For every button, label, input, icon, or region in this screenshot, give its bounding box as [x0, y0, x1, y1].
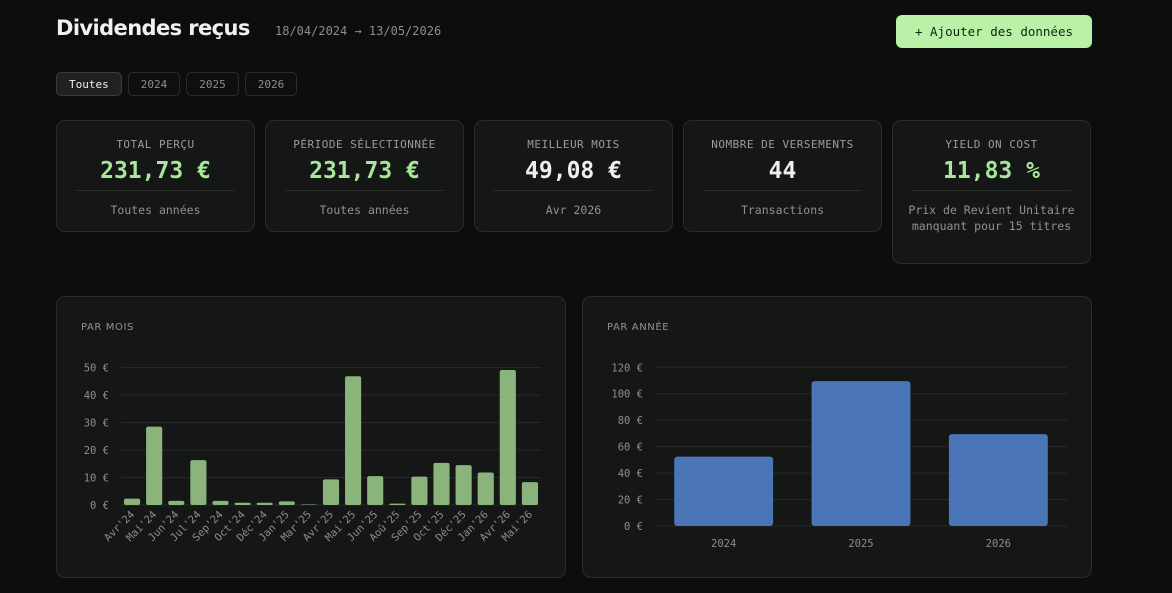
- bar: [123, 498, 141, 505]
- stat-value: 49,08 €: [525, 158, 622, 184]
- chart-title: PAR MOIS: [81, 322, 134, 333]
- date-range: 18/04/2024 → 13/05/2026: [275, 24, 442, 38]
- divider: [494, 190, 653, 191]
- bar: [948, 434, 1048, 526]
- page-title: Dividendes reçus: [56, 16, 250, 40]
- chart-title: PAR ANNÉE: [607, 322, 670, 333]
- bar: [389, 503, 406, 505]
- divider: [76, 190, 235, 191]
- monthly-chart-panel: PAR MOIS 0 €10 €20 €30 €40 €50 € Avr'24 Ma…: [56, 296, 566, 578]
- y-tick-label: 40 €: [618, 468, 643, 480]
- bar: [477, 472, 494, 505]
- page-header: Dividendes reçus 18/04/2024 → 13/05/2026…: [56, 14, 1092, 50]
- stat-sub: Transactions: [740, 203, 825, 217]
- bar: [345, 376, 362, 505]
- year-filter-tabs: Toutes 2024 2025 2026: [56, 72, 298, 96]
- divider: [912, 190, 1071, 191]
- bar: [521, 482, 539, 505]
- stat-label: NOMBRE DE VERSEMENTS: [711, 138, 854, 151]
- y-tick-label: 120 €: [611, 362, 643, 374]
- divider: [703, 190, 862, 191]
- stat-sub: Toutes années: [110, 203, 201, 217]
- bar: [212, 500, 229, 505]
- y-tick-label: 20 €: [84, 445, 109, 457]
- yearly-chart-panel: PAR ANNÉE 0 € 20 € 40 € 60 € 80 € 100 € 120 € 2…: [582, 296, 1092, 578]
- bar: [455, 465, 472, 505]
- y-tick-label: 50 €: [84, 363, 109, 375]
- stat-value: 231,73 €: [309, 158, 420, 184]
- bar: [499, 370, 516, 505]
- y-tick-label: 0 €: [624, 521, 643, 533]
- stat-sub: Toutes années: [319, 203, 410, 217]
- filter-2026[interactable]: 2026: [244, 72, 298, 96]
- bar: [278, 501, 295, 505]
- add-data-button[interactable]: + Ajouter des données: [896, 15, 1092, 48]
- y-tick-label: 80 €: [618, 415, 643, 427]
- bar: [433, 462, 450, 505]
- x-tick-label: 2025: [848, 538, 873, 550]
- x-tick-label: 2024: [711, 538, 736, 550]
- y-tick-label: 0 €: [90, 500, 109, 512]
- y-tick-label: 40 €: [84, 390, 109, 402]
- bar: [146, 426, 163, 505]
- bar: [190, 460, 207, 505]
- bar: [674, 456, 774, 526]
- y-tick-label: 100 €: [611, 389, 643, 401]
- stat-card-payments: NOMBRE DE VERSEMENTS 44 Transactions: [683, 120, 882, 232]
- bar: [300, 504, 317, 506]
- bar: [367, 476, 384, 505]
- bar: [168, 500, 185, 505]
- y-tick-label: 20 €: [618, 495, 643, 507]
- stat-label: YIELD ON COST: [945, 138, 1038, 151]
- bar: [411, 476, 428, 505]
- stat-card-period: PÉRIODE SÉLECTIONNÉE 231,73 € Toutes ann…: [265, 120, 464, 232]
- stat-sub: Prix de Revient Unitaire manquant pour 1…: [908, 203, 1075, 233]
- bar: [234, 502, 251, 505]
- bar: [322, 479, 340, 505]
- bar: [256, 502, 273, 505]
- bar: [811, 381, 911, 526]
- divider: [285, 190, 444, 191]
- stat-sub: Avr 2026: [545, 203, 602, 217]
- stat-card-best-month: MEILLEUR MOIS 49,08 € Avr 2026: [474, 120, 673, 232]
- filter-2024[interactable]: 2024: [127, 72, 181, 96]
- stat-card-yield: YIELD ON COST 11,83 % Prix de Revient Un…: [892, 120, 1091, 264]
- x-tick-label: 2026: [986, 538, 1011, 550]
- stat-label: MEILLEUR MOIS: [527, 138, 620, 151]
- y-tick-label: 60 €: [618, 442, 643, 454]
- yearly-chart: 0 € 20 € 40 € 60 € 80 € 100 € 120 € 2024 2025 202…: [611, 362, 1067, 550]
- stat-label: PÉRIODE SÉLECTIONNÉE: [293, 138, 436, 151]
- stat-value: 11,83 %: [943, 158, 1040, 184]
- stat-value: 44: [768, 158, 797, 184]
- y-tick-label: 30 €: [84, 418, 109, 430]
- filter-2025[interactable]: 2025: [186, 72, 239, 96]
- monthly-chart: 0 €10 €20 €30 €40 €50 €Avr'24Mai'24Jun'2…: [84, 363, 541, 544]
- stat-value: 231,73 €: [100, 158, 211, 184]
- filter-all[interactable]: Toutes: [56, 72, 122, 96]
- stat-card-total: TOTAL PERÇU 231,73 € Toutes années: [56, 120, 255, 232]
- stat-label: TOTAL PERÇU: [116, 138, 195, 151]
- y-tick-label: 10 €: [84, 473, 109, 485]
